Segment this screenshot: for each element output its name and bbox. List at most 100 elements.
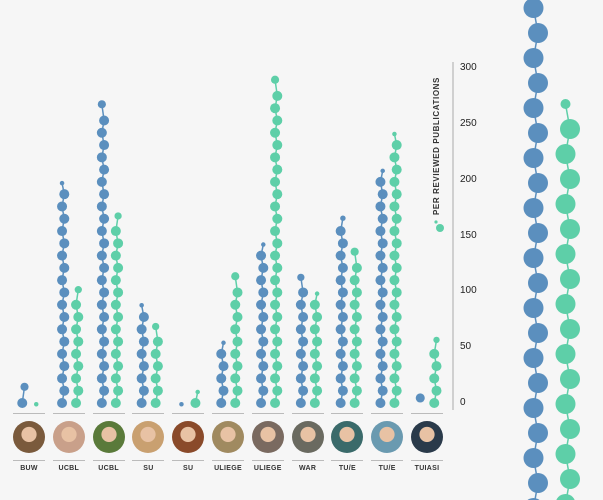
decor-green-chain-bead — [560, 99, 571, 109]
green-chain-bead — [391, 164, 402, 175]
blue-chain-bead — [377, 287, 388, 298]
blue-chain-bead — [295, 299, 306, 310]
green-chain-bead — [113, 361, 124, 372]
green-chain-bead — [391, 312, 402, 323]
green-chain-bead — [270, 201, 281, 212]
divider — [371, 413, 404, 414]
blue-chain-bead — [96, 275, 107, 286]
blue-chain-bead — [138, 336, 149, 347]
blue-chain-bead — [96, 373, 107, 384]
green-chain-bead — [391, 262, 402, 273]
blue-chain-bead — [20, 382, 29, 391]
category-label: TU/E — [338, 465, 356, 472]
blue-chain-bead — [380, 168, 385, 174]
category-label: WAR — [298, 465, 317, 472]
blue-chain-bead — [377, 336, 388, 347]
category-label: UCBL — [58, 465, 80, 472]
y-tick-label: 50 — [460, 341, 472, 353]
blue-chain-bead — [335, 324, 346, 335]
green-chain-bead — [272, 189, 283, 200]
green-chain-bead — [309, 299, 320, 310]
divider — [411, 413, 443, 414]
blue-chain-bead — [256, 324, 267, 335]
green-chain-bead — [349, 373, 360, 384]
green-chain-bead — [309, 348, 320, 359]
category-label: ULIEGE — [253, 465, 282, 472]
blue-chain-bead — [377, 213, 388, 224]
blue-chain-bead — [96, 348, 107, 359]
blue-chain-bead — [335, 250, 346, 261]
blue-chain-bead — [256, 299, 267, 310]
green-chain-bead — [73, 385, 84, 396]
green-chain-bead — [71, 398, 82, 408]
blue-chain-bead — [375, 348, 386, 359]
blue-chain-bead — [295, 373, 306, 384]
green-chain-bead — [110, 226, 121, 237]
blue-chain-bead — [96, 152, 107, 163]
green-chain-bead — [272, 90, 283, 101]
green-chain-bead — [110, 324, 121, 335]
green-chain-bead — [230, 299, 241, 310]
decor-blue-chain-bead — [523, 348, 544, 368]
blue-chain-bead — [298, 361, 309, 372]
green-chain-bead — [351, 312, 362, 323]
category-label: ULIEGE — [214, 465, 242, 472]
blue-chain-bead — [96, 398, 107, 408]
green-chain-bead — [312, 361, 323, 372]
blue-chain-bead — [375, 201, 386, 212]
divider — [132, 460, 165, 461]
blue-chain-bead — [335, 373, 346, 384]
blue-chain-bead — [258, 287, 269, 298]
green-chain-bead — [349, 299, 360, 310]
green-chain-bead — [433, 336, 440, 344]
category-label: TU/E — [378, 465, 396, 472]
avatar — [331, 421, 364, 453]
decor-blue-chain-bead — [528, 23, 548, 43]
green-chain-bead — [113, 262, 124, 273]
green-chain-bead — [232, 336, 243, 347]
decor-blue-chain-bead — [523, 198, 544, 218]
green-chain-bead — [110, 275, 121, 286]
blue-chain-bead — [335, 398, 346, 408]
green-chain-bead — [113, 385, 124, 396]
green-chain-bead — [152, 336, 163, 347]
green-chain-bead — [270, 103, 281, 114]
blue-chain-bead — [57, 299, 68, 310]
green-chain-bead — [389, 201, 400, 212]
decor-green-chain-bead — [560, 369, 580, 389]
blue-chain-bead — [57, 226, 68, 237]
decor-green-chain-bead — [560, 219, 580, 239]
green-chain-bead — [114, 212, 122, 220]
decor-green-chain-bead — [560, 419, 580, 439]
divider — [291, 413, 324, 414]
blue-chain-bead — [96, 250, 107, 261]
blue-chain-bead — [138, 385, 149, 396]
green-chain-bead — [110, 348, 121, 359]
blue-chain-bead — [99, 312, 110, 323]
blue-chain-bead — [221, 340, 226, 346]
green-chain-bead — [270, 275, 281, 286]
blue-chain-bead — [337, 262, 348, 273]
blue-chain-bead — [377, 238, 388, 249]
decor-blue-chain-bead — [523, 448, 544, 468]
green-chain-bead — [270, 299, 281, 310]
green-chain-bead — [230, 398, 241, 408]
blue-chain-bead — [99, 336, 110, 347]
green-chain-bead — [272, 140, 283, 151]
green-chain-bead — [71, 299, 82, 310]
green-chain-bead — [113, 238, 124, 249]
green-chain-bead — [309, 324, 320, 335]
blue-chain-bead — [337, 287, 348, 298]
avatar — [172, 421, 205, 453]
blue-chain-bead — [57, 398, 68, 408]
blue-chain-bead — [256, 250, 267, 261]
green-chain-bead — [431, 385, 442, 396]
blue-chain-bead — [59, 336, 70, 347]
blue-chain-bead — [258, 361, 269, 372]
blue-chain-bead — [415, 393, 425, 403]
blue-chain-bead — [295, 398, 306, 408]
decor-green-chain-bead — [560, 169, 580, 189]
blue-chain-bead — [337, 312, 348, 323]
blue-chain-bead — [335, 299, 346, 310]
green-chain-bead — [71, 348, 82, 359]
